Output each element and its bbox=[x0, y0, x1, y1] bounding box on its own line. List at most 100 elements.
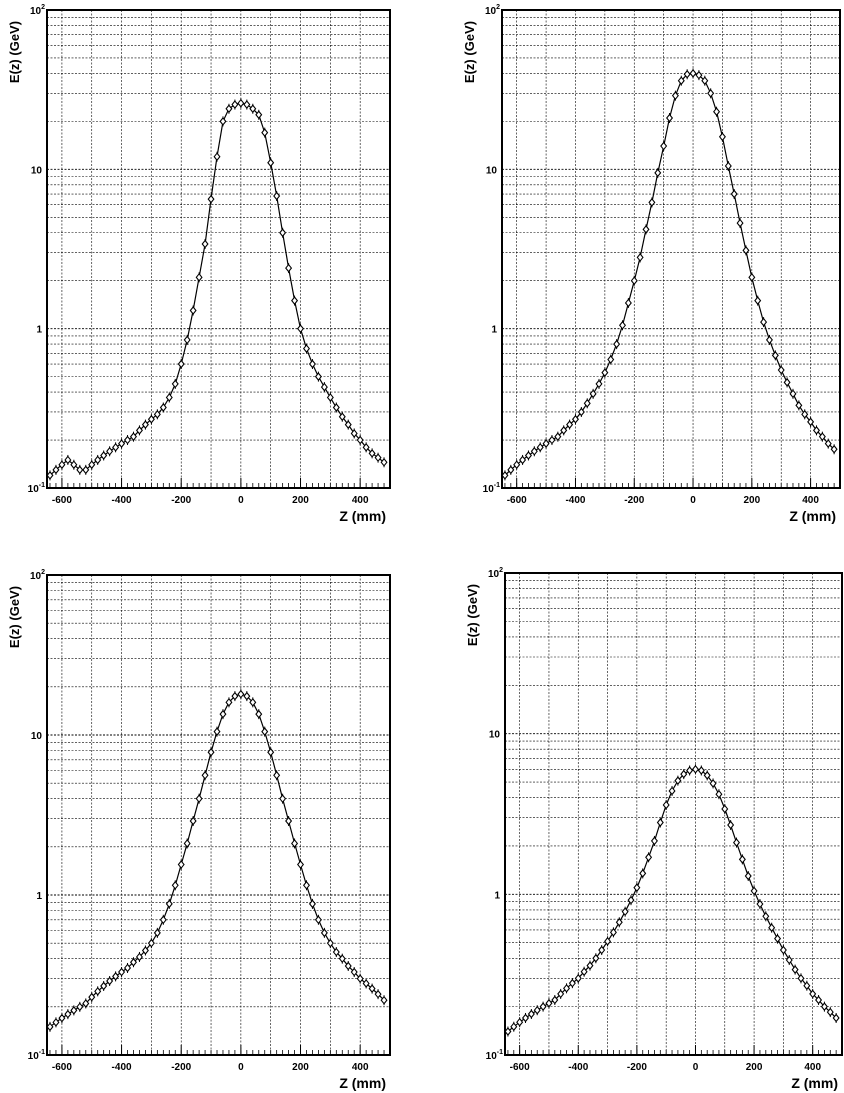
data-point bbox=[654, 168, 662, 178]
data-point bbox=[768, 923, 776, 933]
y-tick-label: 10 bbox=[486, 165, 498, 176]
data-point bbox=[350, 967, 358, 977]
data-point bbox=[129, 432, 137, 442]
data-point bbox=[586, 961, 594, 971]
data-point bbox=[213, 727, 221, 736]
data-point bbox=[314, 915, 322, 925]
y-axis-title: E(z) (GeV) bbox=[7, 21, 22, 83]
data-point bbox=[557, 989, 565, 999]
data-point bbox=[642, 224, 650, 234]
data-point bbox=[70, 1006, 78, 1015]
data-point bbox=[201, 239, 209, 249]
data-point bbox=[533, 1005, 541, 1015]
data-point bbox=[308, 899, 316, 909]
fit-curve bbox=[49, 693, 385, 1028]
data-point bbox=[519, 455, 527, 465]
data-point bbox=[112, 442, 120, 452]
data-point bbox=[189, 816, 197, 826]
data-point bbox=[633, 883, 641, 893]
data-point bbox=[560, 425, 568, 435]
data-point bbox=[648, 198, 656, 207]
data-point bbox=[765, 335, 773, 345]
data-point bbox=[231, 100, 239, 109]
data-point bbox=[583, 398, 591, 408]
data-point bbox=[273, 770, 281, 780]
data-point bbox=[527, 1009, 535, 1019]
data-point bbox=[141, 420, 149, 429]
data-point bbox=[356, 435, 364, 445]
data-point bbox=[273, 191, 281, 201]
chart-panel-1: -600 -400 -200 0 200 400 10-1 1 10 102 E(z) (GeV) Z… bbox=[7, 4, 391, 524]
data-point bbox=[320, 928, 328, 938]
data-point bbox=[551, 995, 559, 1005]
data-point bbox=[807, 417, 815, 427]
data-point bbox=[52, 1017, 60, 1027]
data-point bbox=[237, 98, 245, 108]
data-point bbox=[46, 471, 54, 480]
data-point bbox=[213, 152, 221, 162]
data-point bbox=[627, 895, 635, 905]
data-point bbox=[809, 989, 817, 999]
data-point bbox=[326, 938, 334, 948]
data-point bbox=[686, 766, 694, 775]
data-point bbox=[58, 460, 66, 470]
data-point bbox=[46, 1022, 54, 1032]
data-point bbox=[195, 794, 203, 804]
data-point bbox=[542, 439, 550, 448]
data-point bbox=[285, 263, 293, 273]
data-point bbox=[513, 460, 521, 470]
plot-frame bbox=[501, 9, 841, 489]
y-tick-label: 10-1 bbox=[486, 1049, 503, 1062]
y-tick-label: 102 bbox=[485, 4, 500, 17]
data-point bbox=[666, 113, 674, 123]
data-point bbox=[201, 770, 209, 780]
data-point bbox=[609, 927, 617, 937]
data-point bbox=[124, 963, 132, 973]
x-tick-label: -200 bbox=[171, 1062, 191, 1073]
data-point bbox=[255, 110, 263, 120]
data-point bbox=[797, 973, 805, 983]
data-point bbox=[219, 709, 227, 719]
data-point bbox=[64, 1009, 72, 1019]
data-point bbox=[703, 771, 711, 780]
data-point bbox=[516, 1017, 524, 1027]
data-point bbox=[650, 836, 658, 846]
plot-frame bbox=[46, 574, 391, 1056]
x-tick-label: 0 bbox=[693, 1062, 699, 1073]
y-tick-label: 102 bbox=[488, 567, 503, 580]
data-point bbox=[718, 132, 726, 142]
data-point bbox=[255, 709, 263, 719]
data-point bbox=[356, 974, 364, 984]
data-point bbox=[536, 442, 544, 452]
data-point bbox=[297, 324, 305, 334]
data-point bbox=[225, 697, 233, 707]
data-point bbox=[374, 989, 382, 999]
data-point bbox=[736, 218, 744, 228]
data-point bbox=[332, 947, 340, 957]
data-point bbox=[88, 992, 96, 1002]
x-tick-label: -400 bbox=[112, 495, 132, 506]
data-point bbox=[832, 1013, 840, 1023]
data-point bbox=[135, 425, 143, 435]
x-tick-label: 400 bbox=[804, 1062, 821, 1073]
data-point bbox=[613, 339, 621, 349]
data-point bbox=[58, 1013, 66, 1023]
x-axis-title: Z (mm) bbox=[339, 508, 386, 524]
data-point bbox=[177, 359, 185, 369]
y-axis-title: E(z) (GeV) bbox=[7, 586, 22, 648]
data-point bbox=[147, 414, 155, 424]
fit-curve bbox=[504, 72, 835, 476]
data-point bbox=[674, 776, 682, 786]
data-point bbox=[795, 401, 803, 410]
data-point bbox=[630, 276, 638, 286]
chart-panel-2: -600 -400 -200 0 200 400 10-1 1 10 102 E(z) (GeV) Z… bbox=[462, 4, 841, 524]
data-point bbox=[219, 116, 227, 126]
x-tick-label: 400 bbox=[352, 495, 369, 506]
data-point bbox=[568, 978, 576, 988]
data-point bbox=[621, 907, 629, 917]
data-point bbox=[779, 945, 787, 955]
data-point bbox=[510, 1022, 518, 1032]
data-point bbox=[539, 1002, 547, 1012]
data-point bbox=[701, 76, 709, 86]
y-tick-label: 10 bbox=[31, 165, 43, 176]
